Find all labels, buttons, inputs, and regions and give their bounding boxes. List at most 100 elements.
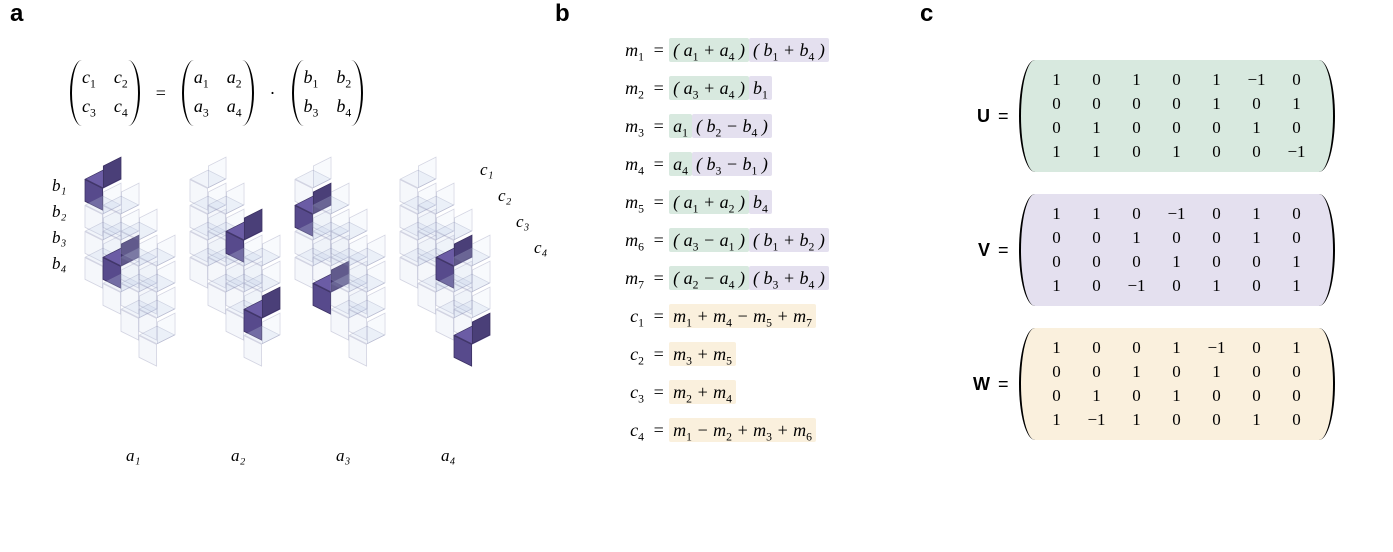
matrix-entry: 1 — [1037, 68, 1077, 92]
matrix-entry: 1 — [1157, 250, 1197, 274]
b-term: ( b2 − b4 ) — [692, 114, 772, 138]
matrix-C: c1c2c3c4 — [70, 60, 140, 126]
matrix-entry: 0 — [1117, 92, 1157, 116]
matrix-entry: 0 — [1117, 250, 1157, 274]
matrix-entry: 0 — [1277, 116, 1317, 140]
m-equation: m3 = a1( b2 − b4 ) — [600, 116, 890, 142]
matrix-entry: 0 — [1277, 202, 1317, 226]
matrix-entry: 0 — [1117, 116, 1157, 140]
matrix-entry: 1 — [1157, 384, 1197, 408]
a-term: a4 — [669, 152, 692, 176]
matrix-entry: 0 — [1077, 68, 1117, 92]
matrix-entry: 1 — [1237, 202, 1277, 226]
matrix-entry: 0 — [1237, 92, 1277, 116]
a-term: ( a1 + a2 ) — [669, 190, 749, 214]
panel-label-b: b — [555, 0, 570, 28]
matrix-entry: 0 — [1037, 360, 1077, 384]
b-term: ( b1 + b2 ) — [749, 228, 829, 252]
a-term: ( a1 + a4 ) — [669, 38, 749, 62]
matrix-entry: 1 — [1037, 202, 1077, 226]
tensor-cell — [354, 322, 380, 348]
matrix-entry: 0 — [1037, 116, 1077, 140]
matrix-body: 110−10100010010000100110−10101 — [1019, 194, 1335, 306]
matrix-entry: −1 — [1277, 140, 1317, 164]
matrix-entry: 0 — [1077, 92, 1117, 116]
b-axis-label: b₂ — [52, 202, 66, 222]
matrix-entry: 0 — [1077, 274, 1117, 298]
matrix-entry: 0 — [1117, 384, 1157, 408]
matrix-entry: 0 — [1237, 360, 1277, 384]
matrix-entry: 1 — [1117, 360, 1157, 384]
matrix-entry: 0 — [1237, 140, 1277, 164]
tensor-cell — [249, 322, 275, 348]
matrix-entry: 1 — [1197, 360, 1237, 384]
a-term: ( a3 − a1 ) — [669, 228, 749, 252]
matrix-entry: 0 — [1157, 408, 1197, 432]
matrix-entry: −1 — [1117, 274, 1157, 298]
matrix-entry: 0 — [1237, 274, 1277, 298]
matrix-entry: 0 — [1037, 226, 1077, 250]
matrix-entry: 0 — [1077, 226, 1117, 250]
matrix-entry: 1 — [1077, 384, 1117, 408]
matrix-name: U — [960, 106, 990, 127]
matrix-entry: 0 — [1277, 68, 1317, 92]
m-equation: m5 = ( a1 + a2 )b4 — [600, 192, 890, 218]
matrix-entry: 0 — [1077, 250, 1117, 274]
matrix-entry: 0 — [1277, 384, 1317, 408]
matrix-A: a1a2a3a4 — [182, 60, 254, 126]
matrix-entry: 0 — [1157, 92, 1197, 116]
c-term: m1 − m2 + m3 + m6 — [669, 418, 816, 442]
matrix-entry: 0 — [1237, 250, 1277, 274]
c-axis-label: c₁ — [480, 160, 493, 180]
matrix-entry: 1 — [1197, 92, 1237, 116]
matrix-entry: 1 — [1117, 68, 1157, 92]
equals-sign: = — [156, 83, 166, 104]
matrix-entry: 0 — [1197, 250, 1237, 274]
m-equation: m1 = ( a1 + a4 )( b1 + b4 ) — [600, 40, 890, 66]
m-equation: m7 = ( a2 − a4 )( b3 + b4 ) — [600, 268, 890, 294]
matrix-body: 1001−101001010001010001−110010 — [1019, 328, 1335, 440]
a-axis-label: a₁ — [126, 446, 140, 466]
c-equation: c4 = m1 − m2 + m3 + m6 — [600, 420, 890, 446]
b-term: ( b3 + b4 ) — [749, 266, 829, 290]
matrix-entry: 0 — [1157, 68, 1197, 92]
c-term: m3 + m5 — [669, 342, 736, 366]
matrix-V: V=110−10100010010000100110−10101 — [960, 194, 1360, 306]
matrix-entry: 1 — [1157, 140, 1197, 164]
c-equation: c2 = m3 + m5 — [600, 344, 890, 370]
matrix-entry: 1 — [1117, 408, 1157, 432]
matrix-entry: 1 — [1077, 202, 1117, 226]
b-term: b4 — [749, 190, 772, 214]
matrix-entry: 1 — [1237, 408, 1277, 432]
matrix-entry: 0 — [1117, 140, 1157, 164]
matrix-entry: 0 — [1197, 226, 1237, 250]
panel-a: c1c2c3c4 = a1a2a3a4 · b1b2b3b4 b₁ b₂ b₃ … — [50, 60, 530, 506]
matrix-entry: 0 — [1197, 116, 1237, 140]
matrix-entry: 0 — [1277, 226, 1317, 250]
matrix-entry: 1 — [1077, 140, 1117, 164]
matrix-entry: 1 — [1037, 140, 1077, 164]
a-term: ( a2 − a4 ) — [669, 266, 749, 290]
tensor-cell — [144, 322, 170, 348]
matrix-entry: 0 — [1237, 384, 1277, 408]
m-equation: m6 = ( a3 − a1 )( b1 + b2 ) — [600, 230, 890, 256]
matrix-entry: 1 — [1157, 336, 1197, 360]
matrix-entry: −1 — [1237, 68, 1277, 92]
matrix-entry: 0 — [1117, 336, 1157, 360]
matrix-equation: c1c2c3c4 = a1a2a3a4 · b1b2b3b4 — [70, 60, 530, 126]
matrix-B: b1b2b3b4 — [292, 60, 364, 126]
matrix-entry: 0 — [1037, 92, 1077, 116]
matrix-entry: 1 — [1037, 274, 1077, 298]
b-term: b1 — [749, 76, 772, 100]
c-axis-label: c₂ — [498, 186, 511, 206]
matrix-entry: 1 — [1037, 408, 1077, 432]
a-term: ( a3 + a4 ) — [669, 76, 749, 100]
matrix-entry: 0 — [1197, 384, 1237, 408]
c-equation: c1 = m1 + m4 − m5 + m7 — [600, 306, 890, 332]
matrix-entry: 0 — [1117, 202, 1157, 226]
c-axis-label: c₄ — [534, 238, 547, 258]
matrix-entry: 0 — [1157, 360, 1197, 384]
matrix-entry: 1 — [1237, 116, 1277, 140]
matrix-name: V — [960, 240, 990, 261]
matrix-entry: −1 — [1197, 336, 1237, 360]
